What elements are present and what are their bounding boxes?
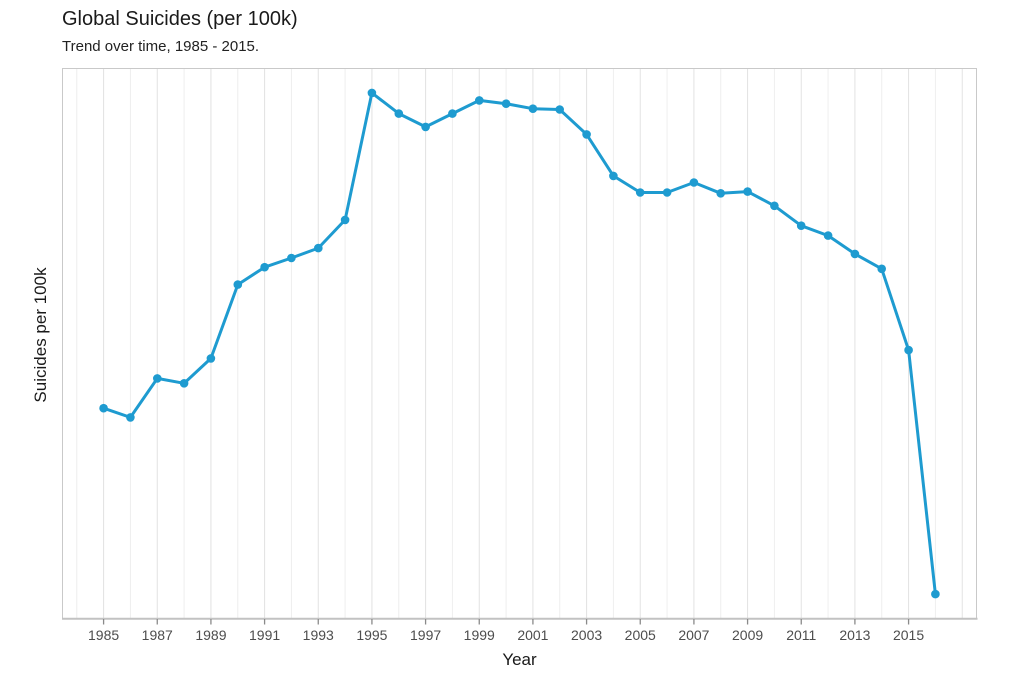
series-layer [99, 88, 940, 599]
x-tick-label: 1993 [303, 627, 334, 643]
data-point-2009 [743, 187, 752, 196]
data-point-2013 [850, 249, 860, 259]
x-tick-label: 2005 [625, 627, 656, 643]
data-point-2015 [904, 345, 913, 355]
data-point-2010 [770, 201, 779, 211]
data-point-2012 [823, 231, 833, 240]
data-point-1987 [153, 374, 162, 383]
panel-border [62, 68, 977, 619]
data-point-2007 [689, 178, 699, 187]
data-point-1996 [394, 109, 404, 118]
x-tick-label: 2011 [786, 627, 816, 643]
data-point-1991 [260, 262, 269, 272]
data-point-2002 [555, 105, 564, 114]
data-point-2011 [796, 221, 806, 230]
data-point-2005 [635, 188, 645, 197]
x-tick-label: 2009 [732, 627, 763, 643]
data-point-1990 [233, 280, 243, 289]
chart-title: Global Suicides (per 100k) [62, 8, 298, 30]
data-point-2000 [501, 99, 511, 108]
data-point-1995 [367, 88, 377, 98]
data-point-1989 [206, 354, 216, 363]
gridline-layer [76, 68, 963, 619]
x-tick-label: 1989 [195, 627, 226, 643]
chart-subtitle: Trend over time, 1985 - 2015. [62, 38, 259, 55]
x-tick-label: 2001 [517, 627, 548, 643]
data-point-1993 [314, 243, 323, 253]
data-point-1999 [475, 96, 484, 105]
data-point-2004 [609, 171, 618, 181]
x-tick-label: 1995 [356, 627, 387, 643]
x-tick-label: 1997 [410, 627, 441, 643]
x-tick-label: 1999 [464, 627, 495, 643]
x-tick-label: 1985 [88, 627, 119, 643]
data-point-1992 [287, 253, 296, 263]
data-point-2001 [528, 104, 538, 113]
data-point-1985 [99, 403, 108, 413]
x-tick-label: 2015 [893, 627, 924, 643]
data-point-1988 [179, 379, 189, 388]
x-tick-layer [102, 619, 910, 625]
data-point-1998 [448, 109, 457, 118]
data-point-2006 [662, 188, 672, 197]
data-point-2008 [716, 189, 725, 198]
x-axis-title: Year [502, 650, 537, 669]
data-point-2014 [877, 264, 886, 274]
x-tick-label: 2007 [678, 627, 709, 643]
data-point-2016 [931, 589, 940, 599]
x-tick-label: 2003 [571, 627, 602, 643]
y-axis-title: Suicides per 100k [31, 267, 50, 403]
data-point-1997 [421, 122, 430, 132]
data-point-1994 [340, 215, 350, 225]
x-tick-label: 2013 [839, 627, 870, 643]
data-point-2003 [582, 130, 591, 139]
x-tick-label: 1991 [249, 627, 280, 643]
x-tick-label: 1987 [142, 627, 173, 643]
x-tick-label-layer: 1985 1987 1989 1991 1993 1995 1997 1999 2001 2003… [88, 627, 924, 643]
data-point-1986 [126, 413, 135, 422]
trend-line [102, 91, 937, 596]
